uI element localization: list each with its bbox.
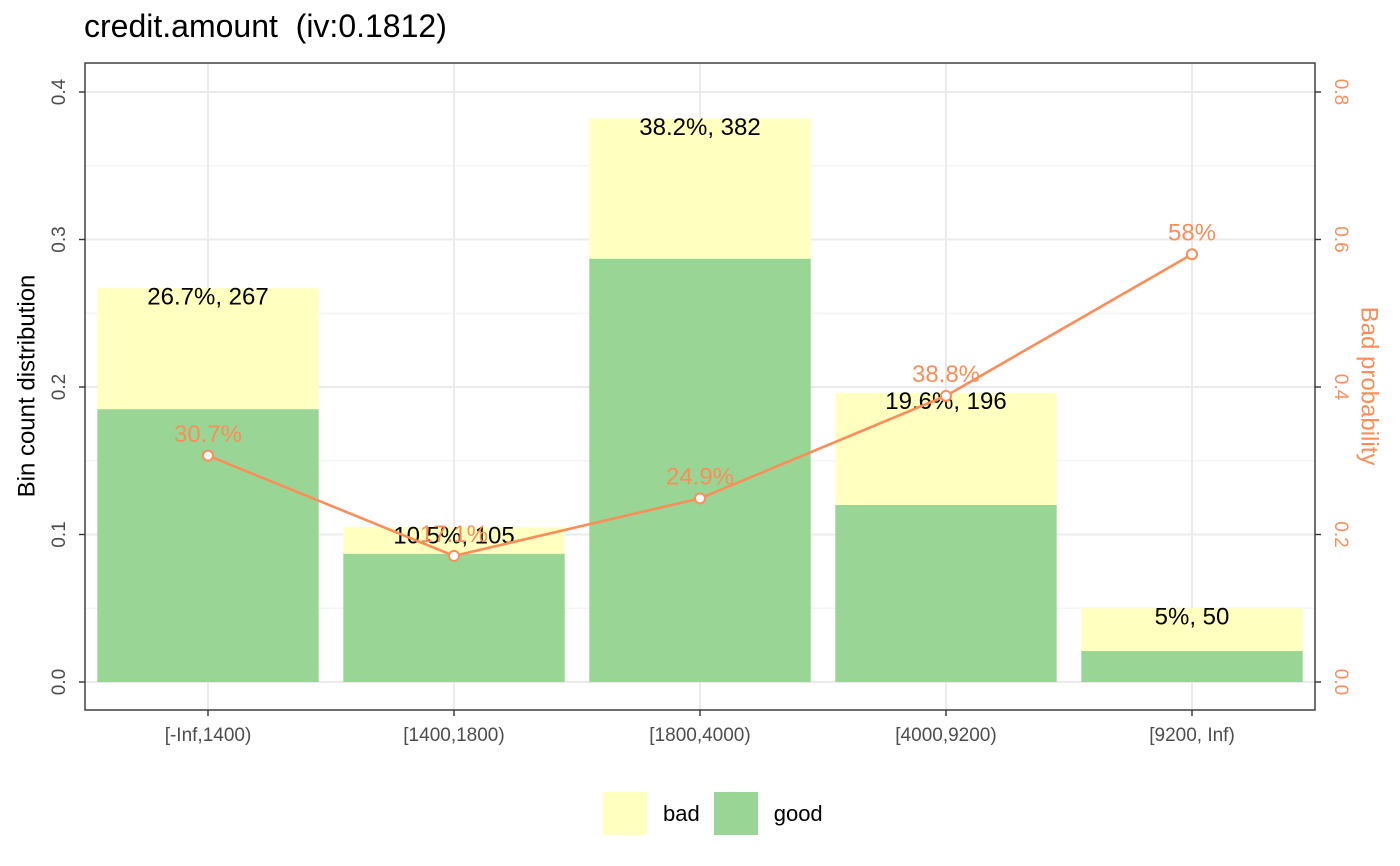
- bar-good: [343, 553, 565, 682]
- bad-probability-label: 17.1%: [420, 521, 488, 548]
- bar-value-label: 38.2%, 382: [639, 114, 760, 141]
- bar-value-label: 5%, 50: [1155, 604, 1230, 631]
- y-tick-label: 0.0: [49, 669, 70, 695]
- bar-bad: [97, 288, 319, 410]
- bad-probability-point: [940, 389, 952, 402]
- x-tick-label: [1800,4000): [649, 725, 750, 746]
- x-tick-label: [-Inf,1400): [165, 725, 252, 746]
- bad-probability-point: [1186, 248, 1198, 261]
- y2-axis-title: Bad probability: [1356, 307, 1383, 466]
- bad-probability-label: 30.7%: [174, 421, 242, 448]
- bar-value-label: 10.5%, 105: [393, 522, 514, 549]
- y2-tick-label: 0.2: [1330, 521, 1351, 547]
- x-tick-label: [4000,9200): [895, 725, 996, 746]
- bar-good: [1081, 651, 1303, 682]
- x-tick-label: [9200, Inf): [1149, 725, 1235, 746]
- x-tick-label: [1400,1800): [403, 725, 504, 746]
- y-tick-label: 0.2: [49, 374, 70, 400]
- legend: bad good: [603, 792, 837, 835]
- bar-good: [835, 505, 1057, 682]
- bad-probability-point: [448, 549, 460, 562]
- bad-probability-label: 38.8%: [912, 361, 980, 388]
- y2-tick-label: 0.6: [1330, 226, 1351, 252]
- y-tick-label: 0.4: [49, 78, 70, 105]
- legend-label-good: good: [773, 800, 823, 826]
- legend-label-bad: bad: [663, 800, 700, 826]
- y-tick-label: 0.3: [49, 226, 70, 252]
- y-axis-title: Bin count distribution: [13, 275, 40, 498]
- chart-title: credit.amount (iv:0.1812): [84, 8, 447, 44]
- bad-probability-point: [694, 492, 706, 505]
- bar-bad: [589, 118, 811, 259]
- legend-key-bad: [603, 792, 647, 835]
- bad-probability-label: 58%: [1168, 220, 1216, 247]
- y2-tick-label: 0.4: [1330, 374, 1351, 401]
- bar-bad: [343, 527, 565, 554]
- bar-value-label: 26.7%, 267: [147, 284, 268, 311]
- y-tick-label: 0.1: [49, 521, 70, 547]
- legend-key-good: [713, 792, 758, 835]
- y2-tick-label: 0.8: [1330, 79, 1351, 105]
- bar-good: [589, 258, 811, 682]
- bar-bad: [835, 392, 1057, 505]
- bad-probability-label: 24.9%: [666, 464, 734, 491]
- bad-probability-point: [202, 449, 214, 462]
- y2-tick-label: 0.0: [1330, 669, 1351, 695]
- bar-bad: [1081, 608, 1303, 652]
